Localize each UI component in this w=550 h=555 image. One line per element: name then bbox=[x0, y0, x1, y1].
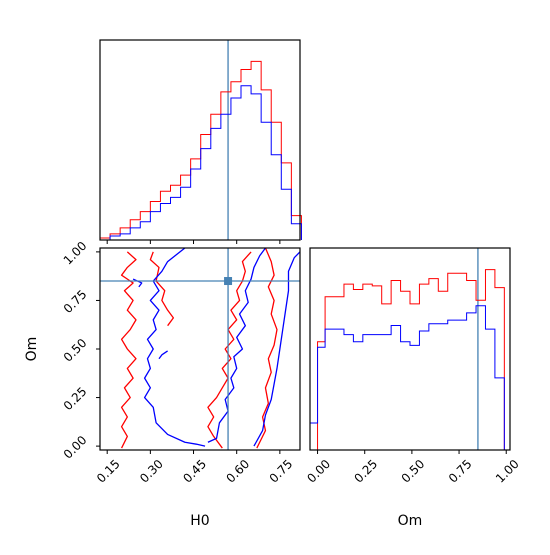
om-axis-label: Om bbox=[24, 337, 40, 362]
om-x-tick-label-2: 0.50 bbox=[399, 457, 428, 486]
h0-tick-label-3: 0.60 bbox=[223, 457, 252, 486]
contour-frame bbox=[99, 247, 301, 451]
contour-line-1-0 bbox=[143, 248, 206, 447]
om-tick-label-1: 0.25 bbox=[61, 384, 90, 413]
contour-line-1-1 bbox=[207, 248, 266, 443]
h0-histogram-step-1 bbox=[100, 85, 302, 241]
h0-tick-label-1: 0.30 bbox=[137, 457, 166, 486]
contour-line-1-3 bbox=[132, 278, 143, 288]
om-histogram-step-0 bbox=[310, 269, 510, 451]
om-x-tick-label-4: 1.00 bbox=[493, 457, 522, 486]
om-tick-label-0: 0.00 bbox=[61, 433, 90, 462]
contour-line-1-2 bbox=[253, 251, 300, 447]
om-x-tick-label-0: 0.00 bbox=[304, 457, 333, 486]
contour-line-0-1 bbox=[207, 251, 252, 449]
h0-tick-label-2: 0.45 bbox=[180, 457, 209, 486]
contour-panel bbox=[96, 247, 301, 454]
om-marginal-panel bbox=[309, 247, 511, 454]
h0-tick-label-4: 0.75 bbox=[267, 457, 296, 486]
om-marginal-axis-label: Om bbox=[398, 513, 423, 529]
contour-line-1-4 bbox=[158, 350, 168, 360]
om-tick-label-4: 1.00 bbox=[61, 239, 90, 268]
h0-tick-label-0: 0.15 bbox=[94, 457, 123, 486]
om-x-tick-label-3: 0.75 bbox=[446, 457, 475, 486]
contour-truth-marker bbox=[224, 277, 233, 286]
om-tick-label-2: 0.50 bbox=[61, 336, 90, 365]
contour-line-0-0 bbox=[120, 251, 137, 449]
om-marginal-frame bbox=[309, 247, 511, 451]
om-x-tick-label-1: 0.25 bbox=[351, 457, 380, 486]
h0-histogram-step-0 bbox=[99, 60, 302, 240]
contour-lines-group bbox=[120, 248, 300, 449]
om-tick-label-3: 0.75 bbox=[61, 287, 90, 316]
om-histogram-step-1 bbox=[309, 305, 510, 451]
h0-axis-label: H0 bbox=[190, 513, 209, 529]
contour-line-0-3 bbox=[149, 251, 175, 327]
contour-line-0-2 bbox=[256, 248, 278, 449]
h0-marginal-frame bbox=[99, 39, 301, 241]
h0-marginal-panel bbox=[99, 39, 302, 244]
